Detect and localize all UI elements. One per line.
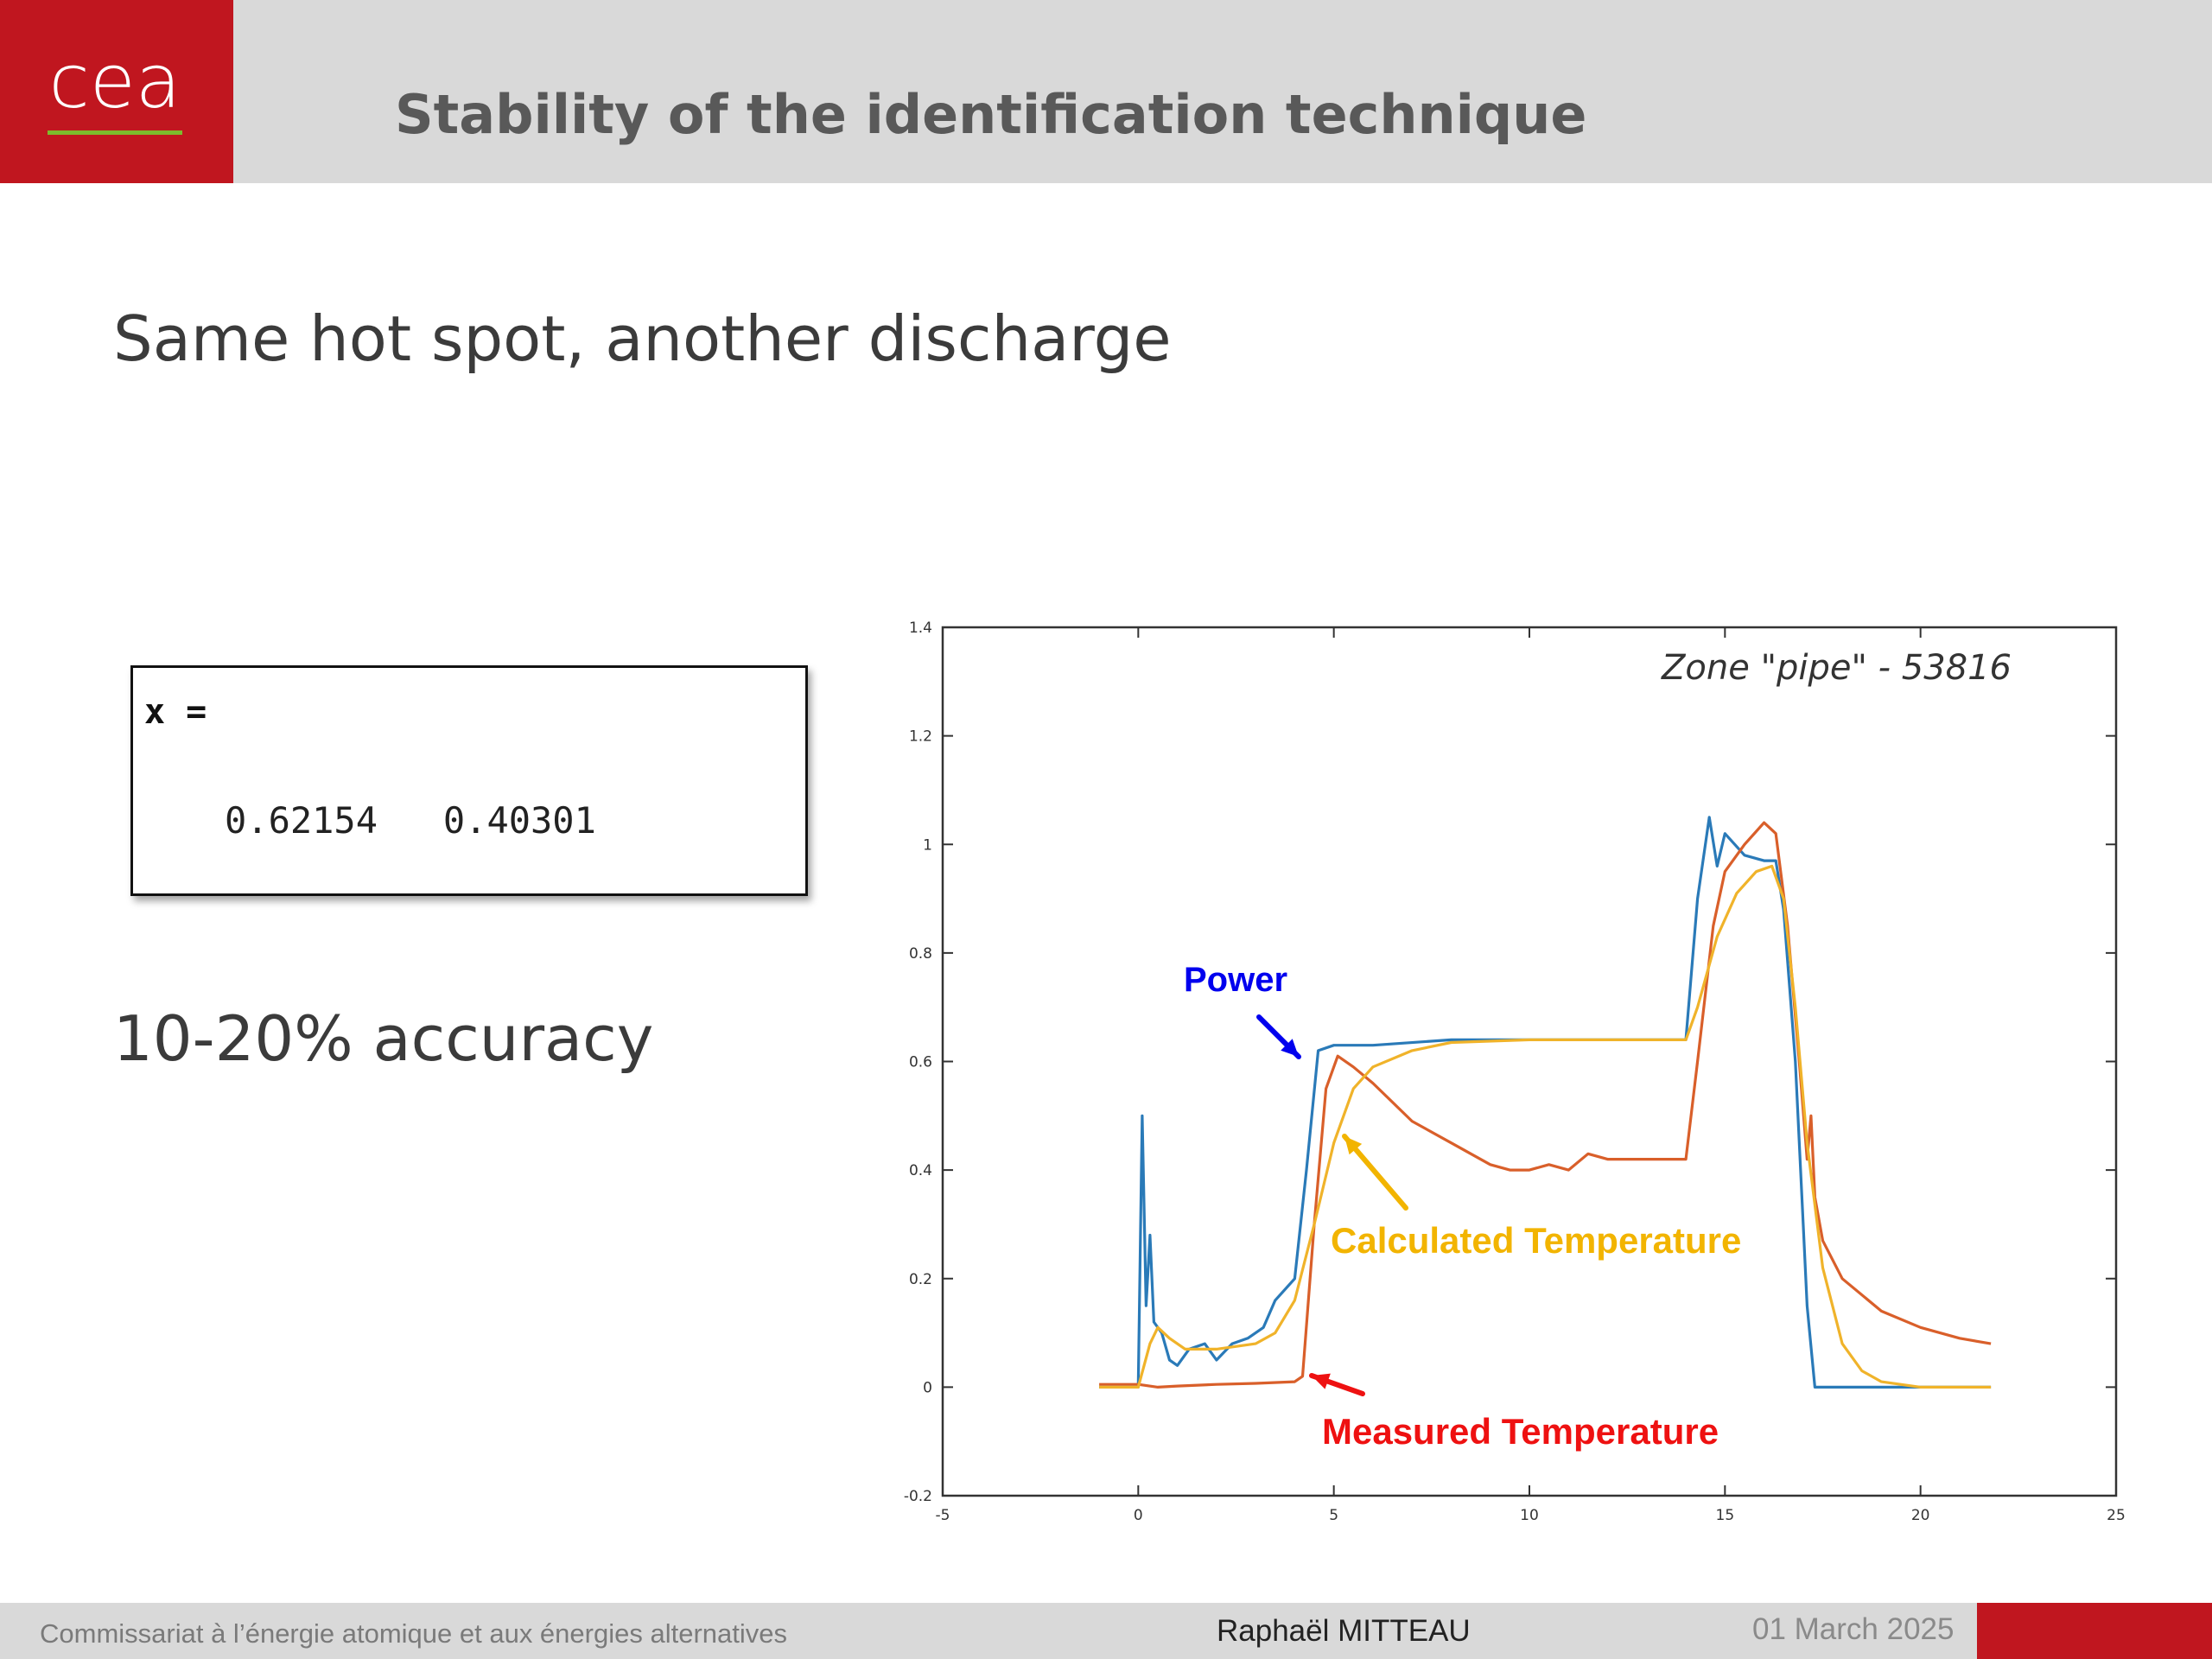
x-tick-label: 25 [2107, 1507, 2126, 1524]
y-tick-label: 0.4 [909, 1162, 932, 1179]
line-chart: -5 0 5 10 15 20 25 -0.2 0 0.2 0.4 0.6 0.8 1 1.2 1.4 Zon… [904, 620, 2126, 1524]
measured-temperature-annotation-label: Measured Temperature [1322, 1411, 1719, 1452]
x-tick-label: 10 [1520, 1507, 1539, 1524]
measured-temperature-annotation-arrow-head [1312, 1373, 1331, 1389]
power-annotation-label: Power [1184, 961, 1287, 999]
matlab-values: 0.62154 0.40301 [225, 799, 596, 842]
chart-zone-label: Zone "pipe" - 53816 [1661, 648, 2012, 688]
footer-date: 01 March 2025 [1752, 1612, 1955, 1646]
y-tick-label: 0.8 [909, 945, 932, 963]
x-tick-label: 20 [1911, 1507, 1930, 1524]
footer-band [0, 1603, 2212, 1659]
power-series-line [1099, 816, 1992, 1389]
x-tick-label: 0 [1134, 1507, 1143, 1524]
measured-temperature-series-line [1099, 821, 1992, 1389]
calculated-temperature-annotation-label: Calculated Temperature [1331, 1220, 1741, 1261]
slide-title: Stability of the identification techniqu… [395, 83, 1587, 146]
cea-logo-text: cea [49, 39, 181, 125]
cea-logo: cea [0, 0, 233, 183]
y-tick-label: 0.6 [909, 1054, 932, 1071]
calculated-temperature-annotation-arrow-head [1344, 1136, 1363, 1155]
calculated-temperature-series-line [1099, 864, 1992, 1389]
y-tick-label: 1.4 [909, 620, 932, 637]
header-band [0, 0, 2212, 183]
cea-logo-mark: cea [49, 39, 181, 125]
matlab-value-1: 0.62154 [225, 799, 378, 842]
plot-frame [941, 626, 2118, 1497]
matlab-value-2: 0.40301 [442, 799, 596, 842]
x-tick-label: -5 [936, 1507, 950, 1524]
logo-underline [48, 130, 182, 135]
footer-author: Raphaël MITTEAU [1217, 1614, 1471, 1648]
matlab-output-box: x = 0.62154 0.40301 [130, 665, 808, 896]
matlab-variable: x = [144, 692, 207, 732]
x-tick-label: 5 [1329, 1507, 1338, 1524]
y-tick-label: 1.2 [909, 728, 932, 746]
y-tick-label: 0 [923, 1379, 932, 1396]
y-tick-label: 0.2 [909, 1271, 932, 1288]
footer-red-accent [1977, 1603, 2212, 1659]
accuracy-text: 10-20% accuracy [113, 1002, 654, 1075]
slide-subtitle: Same hot spot, another discharge [113, 302, 1172, 375]
y-tick-label: 1 [923, 836, 932, 854]
x-tick-label: 15 [1716, 1507, 1735, 1524]
footer-organization: Commissariat à l’énergie atomique et aux… [40, 1618, 787, 1649]
y-tick-label: -0.2 [904, 1488, 932, 1505]
power-annotation-arrow-head [1281, 1039, 1299, 1057]
